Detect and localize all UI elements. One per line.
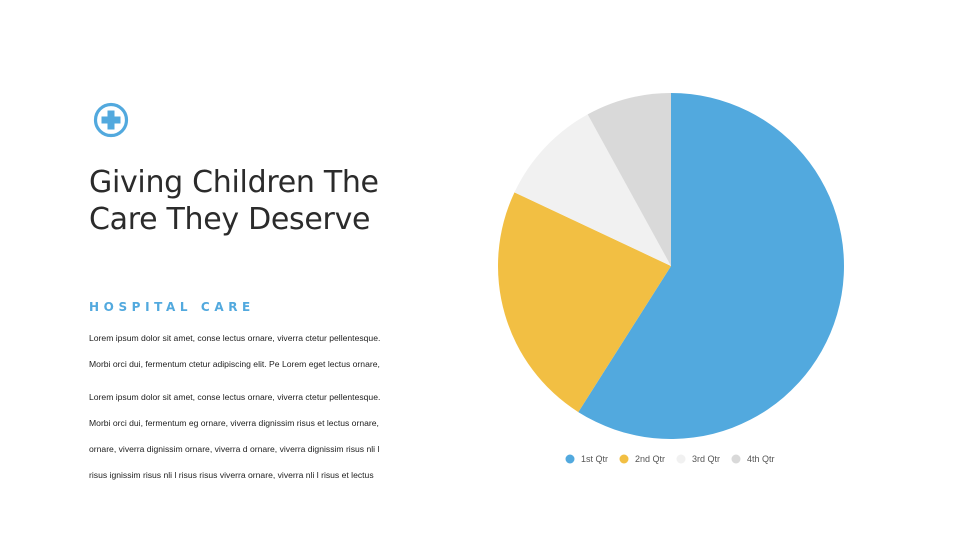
legend-item-3: 3rd Qtr [676,454,720,464]
section-subtitle: HOSPITAL CARE [89,300,255,314]
paragraph-line: ornare, viverra dignissim ornare, viverr… [89,444,380,454]
pie-slice-4 [587,93,671,266]
title-line-1: Giving Children The [89,165,379,200]
paragraph-line: Lorem ipsum dolor sit amet, conse lectus… [89,333,381,343]
legend-item-4: 4th Qtr [731,454,775,464]
pie-slice-3 [514,114,671,267]
legend-item-2: 2nd Qtr [619,454,665,464]
legend-label: 4th Qtr [747,454,775,464]
paragraph-line: Morbi orci dui, fermentum ctetur adipisc… [89,359,380,369]
paragraph-line: Lorem ipsum dolor sit amet, conse lectus… [89,392,381,402]
legend-label: 2nd Qtr [635,454,665,464]
legend-swatch [676,454,686,464]
body-paragraph-2: Lorem ipsum dolor sit amet, conse lectus… [89,384,429,488]
legend-swatch [565,454,575,464]
pie-slice-2 [497,192,671,413]
legend-label: 3rd Qtr [692,454,720,464]
pie-slice-1 [578,93,844,439]
pie-chart: 1st Qtr 2nd Qtr 3rd Qtr 4th Qtr [497,93,844,464]
body-paragraph-1: Lorem ipsum dolor sit amet, conse lectus… [89,325,429,377]
legend-item-1: 1st Qtr [565,454,608,464]
medical-cross-icon [93,102,129,138]
page-title: Giving Children The Care They Deserve [89,164,449,238]
legend-label: 1st Qtr [581,454,608,464]
legend-swatch [731,454,741,464]
legend-swatch [619,454,629,464]
paragraph-line: risus ignissim risus nli l risus risus v… [89,470,374,480]
title-line-2: Care They Deserve [89,202,371,237]
paragraph-line: Morbi orci dui, fermentum eg ornare, viv… [89,418,379,428]
